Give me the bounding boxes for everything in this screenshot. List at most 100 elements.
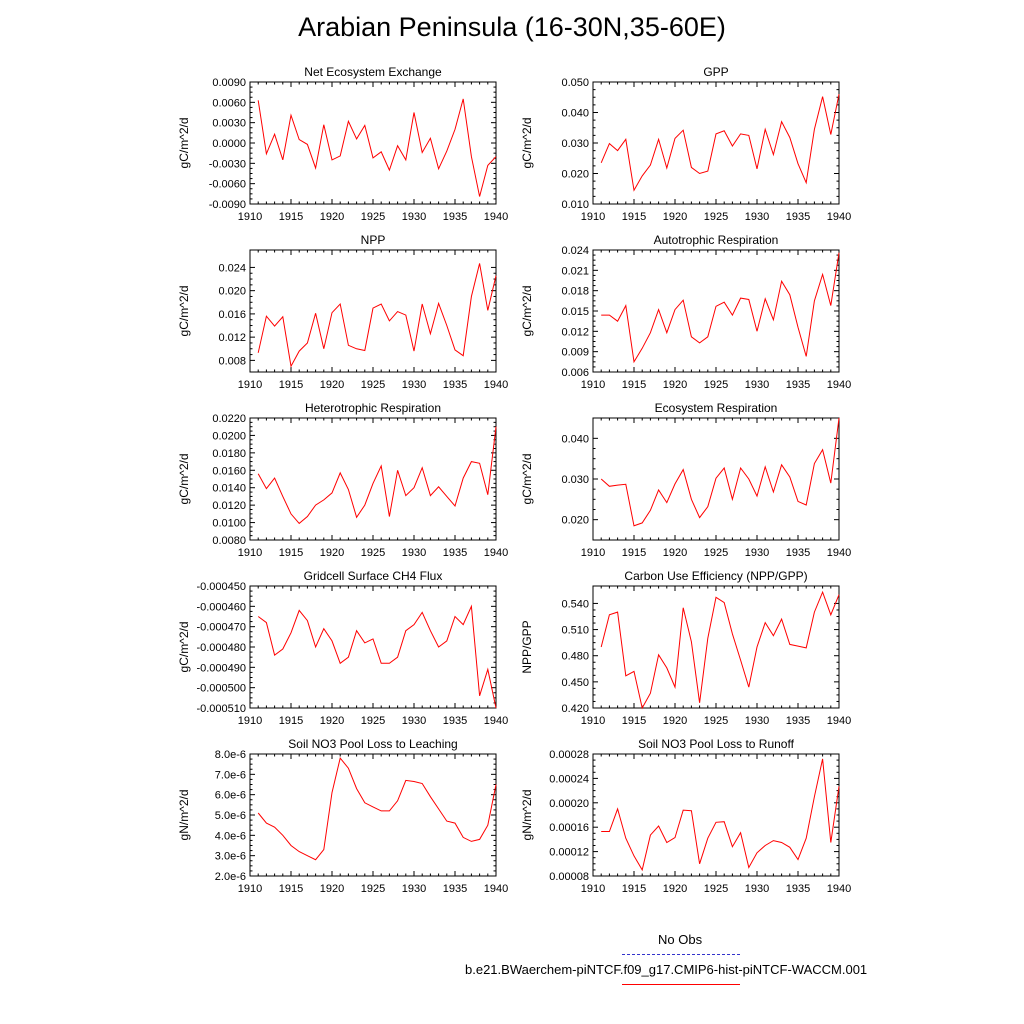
x-tick-label: 1935 [786, 547, 810, 559]
plot-frame [592, 249, 840, 373]
legend-line-no-obs [622, 954, 740, 955]
y-tick-label: 0.0030 [212, 118, 246, 130]
x-tick-label: 1925 [704, 715, 728, 727]
x-tick-label: 1915 [279, 211, 303, 223]
x-tick-label: 1915 [279, 883, 303, 895]
y-tick-label: 0.012 [218, 332, 246, 344]
x-tick-label: 1940 [827, 547, 851, 559]
x-tick-label: 1940 [484, 547, 508, 559]
y-tick-label: 0.420 [561, 703, 589, 715]
x-tick-label: 1935 [443, 379, 467, 391]
chart-panel: Autotrophic Respiration gC/m^2/d 1910 1915 1… [520, 233, 851, 391]
x-tick-label: 1925 [704, 379, 728, 391]
y-tick-label: -0.000510 [196, 703, 246, 715]
x-tick-label: 1910 [581, 883, 605, 895]
y-tick-label: 0.0160 [212, 465, 246, 477]
page-title: Arabian Peninsula (16-30N,35-60E) [298, 12, 726, 42]
x-tick-label: 1925 [704, 883, 728, 895]
x-tick-label: 1920 [320, 715, 344, 727]
legend-label-no-obs: No Obs [658, 932, 703, 947]
x-tick-label: 1930 [402, 211, 426, 223]
legend-label-model-run: b.e21.BWaerchem-piNTCF.f09_g17.CMIP6-his… [465, 962, 868, 977]
y-tick-label: 0.020 [561, 169, 589, 181]
series-line [600, 417, 840, 527]
x-tick-label: 1920 [663, 547, 687, 559]
x-tick-label: 1925 [361, 715, 385, 727]
y-axis-label: gC/m^2/d [520, 454, 534, 505]
series-line [257, 263, 497, 368]
x-tick-label: 1930 [402, 715, 426, 727]
y-tick-label: 0.020 [218, 286, 246, 298]
x-tick-label: 1930 [745, 883, 769, 895]
x-tick-label: 1940 [827, 883, 851, 895]
x-tick-label: 1910 [238, 547, 262, 559]
y-tick-label: 0.0180 [212, 448, 246, 460]
y-tick-label: 0.00024 [549, 773, 589, 785]
y-tick-label: 0.00016 [549, 822, 589, 834]
x-tick-label: 1915 [622, 379, 646, 391]
x-tick-label: 1915 [622, 883, 646, 895]
y-tick-label: 0.010 [561, 199, 589, 211]
y-tick-label: 0.00012 [549, 847, 589, 859]
y-axis-label: gC/m^2/d [520, 286, 534, 337]
y-tick-label: 7.0e-6 [215, 769, 246, 781]
y-tick-label: -0.000470 [196, 622, 246, 634]
series-line [601, 252, 840, 364]
x-tick-label: 1910 [581, 379, 605, 391]
x-tick-label: 1915 [622, 715, 646, 727]
x-tick-label: 1940 [827, 211, 851, 223]
y-tick-label: 8.0e-6 [215, 749, 246, 761]
x-tick-label: 1935 [443, 883, 467, 895]
y-tick-label: 0.030 [561, 474, 589, 486]
y-tick-label: 0.0100 [212, 518, 246, 530]
y-tick-label: 0.0220 [212, 413, 246, 425]
chart-panel: Carbon Use Efficiency (NPP/GPP) NPP/GPP 19… [520, 569, 851, 727]
x-tick-label: 1940 [484, 883, 508, 895]
x-tick-label: 1915 [622, 547, 646, 559]
x-tick-label: 1910 [238, 211, 262, 223]
legend-line-model-run [622, 984, 740, 985]
x-tick-label: 1920 [663, 211, 687, 223]
chart-title: Gridcell Surface CH4 Flux [304, 569, 443, 583]
y-axis-label: gC/m^2/d [177, 454, 191, 505]
chart-panel: Net Ecosystem Exchange gC/m^2/d 1910 1915 19… [177, 65, 508, 223]
chart-title: Ecosystem Respiration [655, 401, 778, 415]
chart-panel: Soil NO3 Pool Loss to Runoff gN/m^2/d 1910… [520, 737, 851, 895]
x-tick-label: 1920 [320, 547, 344, 559]
y-tick-label: 0.480 [561, 651, 589, 663]
y-axis-label: NPP/GPP [520, 620, 534, 673]
y-tick-label: 0.015 [561, 306, 589, 318]
x-tick-label: 1930 [745, 715, 769, 727]
x-tick-label: 1925 [361, 379, 385, 391]
x-tick-label: 1910 [581, 547, 605, 559]
x-tick-label: 1940 [827, 715, 851, 727]
plot-frame [249, 249, 497, 373]
y-tick-label: 0.0140 [212, 483, 246, 495]
series-line [257, 756, 497, 861]
y-tick-label: -0.000450 [196, 581, 246, 593]
chart-panel: NPP gC/m^2/d 1910 1915 1920 1925 1930 1935 1940 0… [177, 233, 508, 391]
y-tick-label: 3.0e-6 [215, 851, 246, 863]
chart-title: Carbon Use Efficiency (NPP/GPP) [624, 569, 807, 583]
plot-frame [249, 753, 497, 877]
chart-title: Net Ecosystem Exchange [304, 65, 442, 79]
x-tick-label: 1910 [238, 883, 262, 895]
x-tick-label: 1930 [745, 379, 769, 391]
x-tick-label: 1925 [361, 883, 385, 895]
chart-panel: Gridcell Surface CH4 Flux gC/m^2/d 1910 191… [177, 569, 508, 727]
chart-title: Soil NO3 Pool Loss to Leaching [288, 737, 457, 751]
x-tick-label: 1920 [320, 211, 344, 223]
x-tick-label: 1930 [745, 547, 769, 559]
x-tick-label: 1925 [361, 547, 385, 559]
chart-title: NPP [361, 233, 386, 247]
x-tick-label: 1920 [663, 715, 687, 727]
y-tick-label: 0.024 [218, 262, 246, 274]
chart-panel: GPP gC/m^2/d 1910 1915 1920 1925 1930 1935 1940 0… [520, 65, 851, 223]
x-tick-label: 1915 [279, 715, 303, 727]
x-tick-label: 1940 [484, 715, 508, 727]
y-tick-label: -0.000490 [196, 662, 246, 674]
y-tick-label: 0.040 [561, 433, 589, 445]
y-tick-label: 5.0e-6 [215, 810, 246, 822]
chart-panel: Heterotrophic Respiration gC/m^2/d 1910 191… [177, 401, 508, 559]
